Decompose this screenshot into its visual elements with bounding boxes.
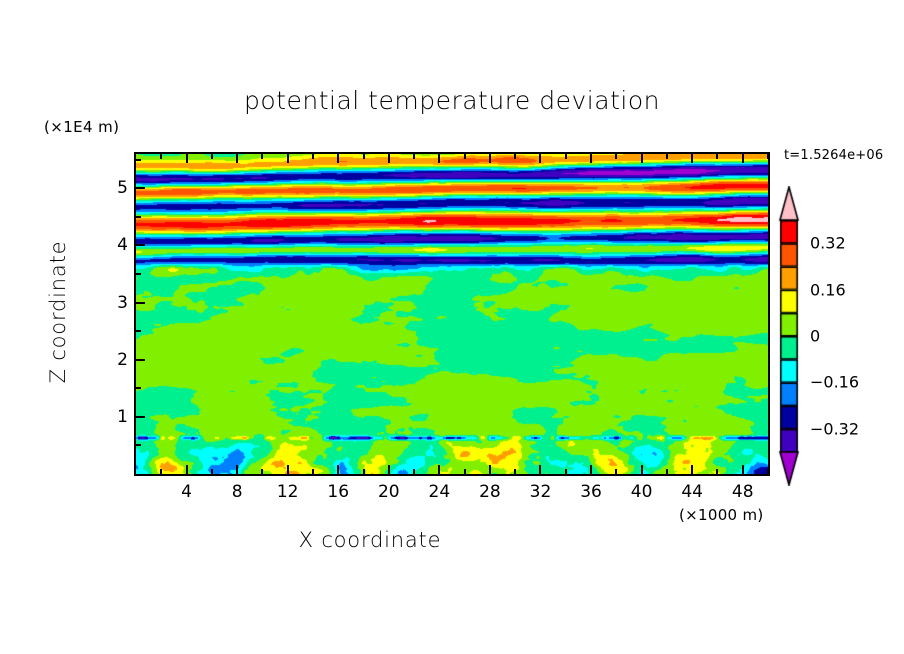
y-axis-tick — [136, 387, 141, 390]
y-axis-tick — [136, 330, 141, 333]
y-axis-tick — [136, 444, 141, 447]
colorbar-tick-label: −0.32 — [810, 419, 860, 439]
x-axis-tick — [463, 469, 466, 474]
x-axis-tick — [640, 465, 643, 474]
colorbar-tick-label: 0.32 — [810, 233, 846, 253]
x-tick-label: 24 — [428, 482, 451, 502]
x-axis-tick — [236, 154, 239, 163]
y-tick-label: 4 — [117, 235, 128, 256]
x-axis-tick — [261, 154, 264, 159]
x-axis-tick — [387, 465, 390, 474]
y-axis-tick — [136, 415, 145, 418]
x-axis-tick — [337, 154, 340, 163]
x-axis-tick — [311, 154, 314, 159]
x-axis-tick — [311, 469, 314, 474]
y-axis-tick — [136, 158, 141, 161]
y-axis-unit-label: (×1E4 m) — [44, 118, 120, 136]
time-annotation: t=1.5264e+06 — [784, 148, 884, 163]
x-axis-tick — [691, 465, 694, 474]
x-axis-tick — [286, 465, 289, 474]
x-axis-tick — [236, 465, 239, 474]
x-axis-tick — [438, 154, 441, 163]
x-axis-tick — [210, 154, 213, 159]
x-axis-tick — [160, 154, 163, 159]
x-axis-tick — [261, 469, 264, 474]
x-axis-tick — [463, 154, 466, 159]
x-axis-tick — [362, 469, 365, 474]
y-tick-label: 1 — [117, 406, 128, 427]
x-tick-label: 20 — [377, 482, 400, 502]
x-axis-tick — [362, 154, 365, 159]
x-axis-tick — [741, 465, 744, 474]
x-axis-tick — [615, 469, 618, 474]
colorbar-tick-label: −0.16 — [810, 372, 860, 392]
x-axis-tick — [539, 154, 542, 163]
x-tick-label: 48 — [731, 482, 754, 502]
x-tick-label: 32 — [529, 482, 552, 502]
colorbar-gradient — [776, 186, 802, 486]
x-axis-tick — [488, 154, 491, 163]
x-axis-tick — [210, 469, 213, 474]
x-tick-label: 8 — [231, 482, 243, 502]
x-tick-label: 4 — [181, 482, 192, 502]
x-axis-tick — [564, 154, 567, 159]
y-axis-title: Z coordinate — [46, 240, 70, 384]
colorbar-tick-label: 0 — [810, 326, 821, 346]
y-axis-tick — [136, 187, 145, 190]
x-axis-tick — [185, 465, 188, 474]
x-axis-tick — [185, 154, 188, 163]
x-axis-unit-label: (×1000 m) — [679, 506, 764, 524]
x-axis-tick — [514, 154, 517, 159]
x-axis-tick — [590, 154, 593, 163]
x-axis-tick — [286, 154, 289, 163]
colorbar-tick-label: 0.16 — [810, 280, 846, 300]
x-axis-tick — [615, 154, 618, 159]
page-title: potential temperature deviation — [244, 86, 660, 115]
colorbar — [776, 186, 802, 486]
y-tick-label: 3 — [117, 292, 128, 313]
x-axis-tick — [716, 154, 719, 159]
x-axis-tick — [413, 469, 416, 474]
x-axis-tick — [767, 469, 769, 474]
x-tick-label: 28 — [479, 482, 501, 502]
x-axis-tick — [387, 154, 390, 163]
x-axis-tick — [413, 154, 416, 159]
x-axis-tick — [160, 469, 163, 474]
x-tick-label: 40 — [630, 482, 653, 502]
x-axis-tick — [741, 154, 744, 163]
x-axis-tick — [539, 465, 542, 474]
x-axis-tick — [767, 154, 769, 159]
y-axis-tick — [136, 358, 145, 361]
y-axis-tick — [136, 273, 141, 275]
x-axis-tick — [488, 465, 491, 474]
x-tick-label: 16 — [327, 482, 350, 502]
x-axis-tick — [590, 465, 593, 474]
y-axis-tick — [136, 244, 145, 247]
x-axis-tick — [564, 469, 567, 474]
contour-field — [136, 154, 768, 474]
x-axis-tick — [691, 154, 694, 163]
x-tick-label: 36 — [580, 482, 602, 502]
y-axis-tick — [136, 215, 141, 218]
x-axis-tick — [337, 465, 340, 474]
x-axis-title: X coordinate — [298, 528, 442, 552]
y-tick-label: 2 — [117, 349, 128, 370]
x-axis-tick — [716, 469, 719, 474]
x-axis-tick — [514, 469, 517, 474]
x-axis-tick — [665, 154, 668, 159]
x-tick-label: 44 — [681, 482, 703, 502]
y-axis-tick — [136, 301, 145, 304]
x-axis-tick — [640, 154, 643, 163]
y-tick-label: 5 — [117, 178, 128, 199]
x-tick-label: 12 — [276, 482, 299, 502]
x-axis-tick — [665, 469, 668, 474]
x-axis-tick — [438, 465, 441, 474]
